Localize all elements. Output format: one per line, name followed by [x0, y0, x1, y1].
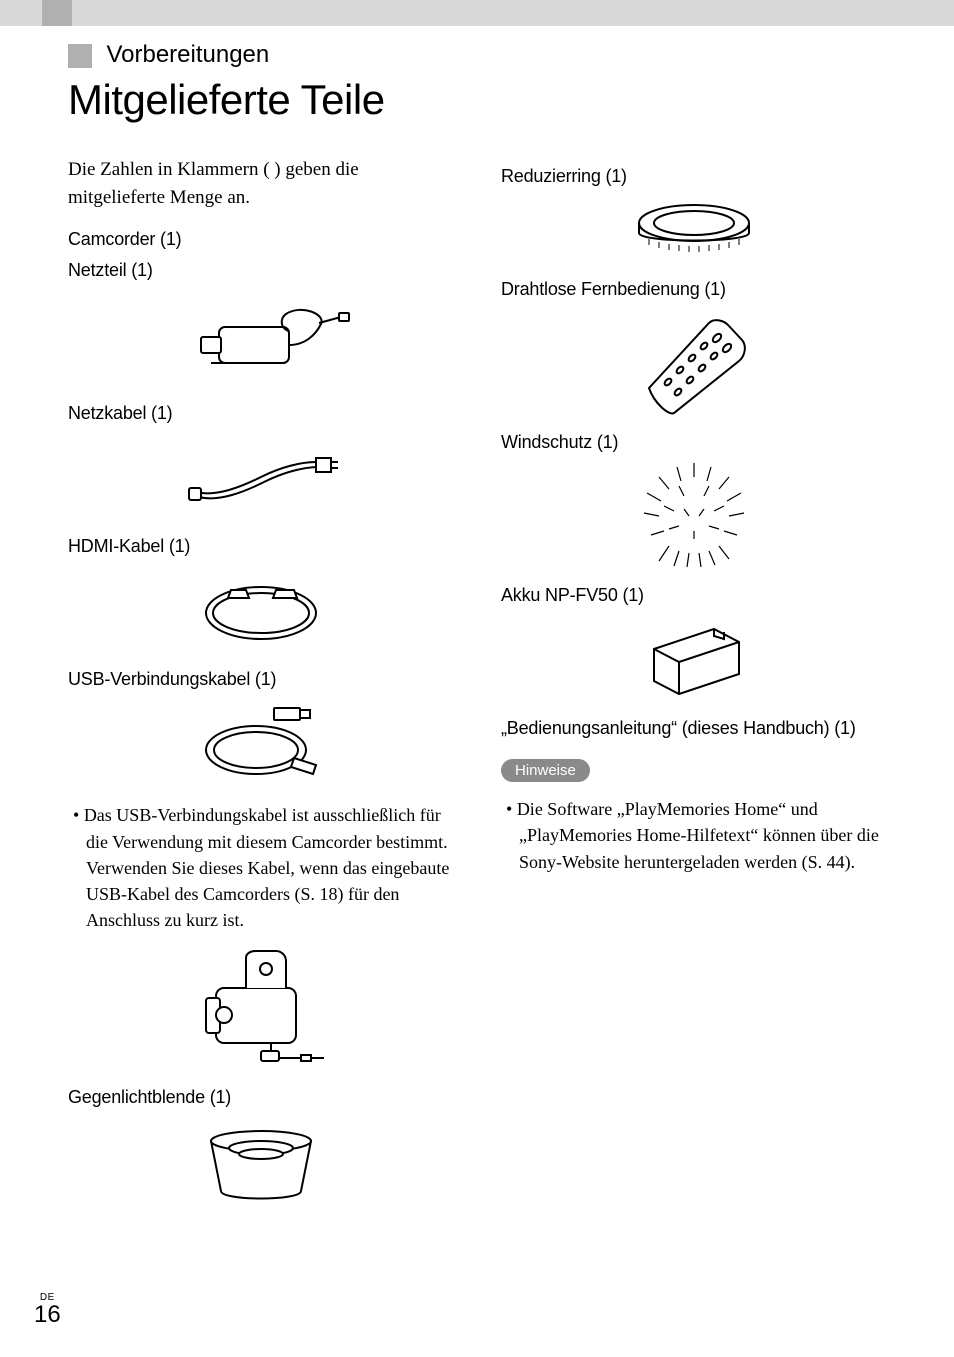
two-column-layout: Die Zahlen in Klammern ( ) geben die mit…: [68, 156, 886, 1230]
notes-pill: Hinweise: [501, 759, 590, 782]
right-column: Reduzierring (1): [501, 156, 886, 1230]
left-column: Die Zahlen in Klammern ( ) geben die mit…: [68, 156, 453, 1230]
page-number-value: 16: [34, 1301, 61, 1328]
hdmi-cable-icon: [68, 565, 453, 655]
camcorder-usb-icon: [68, 943, 453, 1073]
item-manual: „Bedienungsanleitung“ (dieses Handbuch) …: [501, 718, 886, 739]
usb-cable-note-text: Das USB-Verbindungskabel ist ausschließl…: [84, 805, 450, 929]
stepdown-ring-icon: [501, 195, 886, 265]
item-hdmi-cable: HDMI-Kabel (1): [68, 536, 453, 557]
item-power-cable: Netzkabel (1): [68, 403, 453, 424]
tab-marker: [42, 0, 72, 26]
top-bar: [0, 0, 954, 26]
page-number: DE 16: [34, 1292, 61, 1329]
section-header: Vorbereitungen: [68, 42, 886, 68]
remote-icon: [501, 308, 886, 418]
item-ac-adapter: Netzteil (1): [68, 260, 453, 281]
item-wind-screen: Windschutz (1): [501, 432, 886, 453]
power-cable-icon: [68, 432, 453, 522]
software-note: • Die Software „PlayMemories Home“ und „…: [501, 796, 886, 874]
item-stepdown-ring: Reduzierring (1): [501, 166, 886, 187]
wind-screen-icon: [501, 461, 886, 571]
section-label: Vorbereitungen: [106, 42, 269, 68]
lens-hood-icon: [68, 1116, 453, 1216]
section-marker-icon: [68, 44, 92, 68]
item-battery: Akku NP-FV50 (1): [501, 585, 886, 606]
item-lens-hood: Gegenlichtblende (1): [68, 1087, 453, 1108]
item-camcorder: Camcorder (1): [68, 229, 453, 250]
usb-cable-note: • Das USB-Verbindungskabel ist ausschlie…: [68, 802, 453, 932]
page-title: Mitgelieferte Teile: [68, 76, 886, 124]
page-content: Vorbereitungen Mitgelieferte Teile Die Z…: [68, 42, 886, 1297]
software-note-text: Die Software „PlayMemories Home“ und „Pl…: [517, 799, 879, 871]
battery-icon: [501, 614, 886, 704]
item-remote: Drahtlose Fernbedienung (1): [501, 279, 886, 300]
ac-adapter-icon: [68, 289, 453, 389]
intro-text: Die Zahlen in Klammern ( ) geben die mit…: [68, 156, 453, 211]
usb-cable-icon: [68, 698, 453, 788]
item-usb-cable: USB-Verbindungskabel (1): [68, 669, 453, 690]
